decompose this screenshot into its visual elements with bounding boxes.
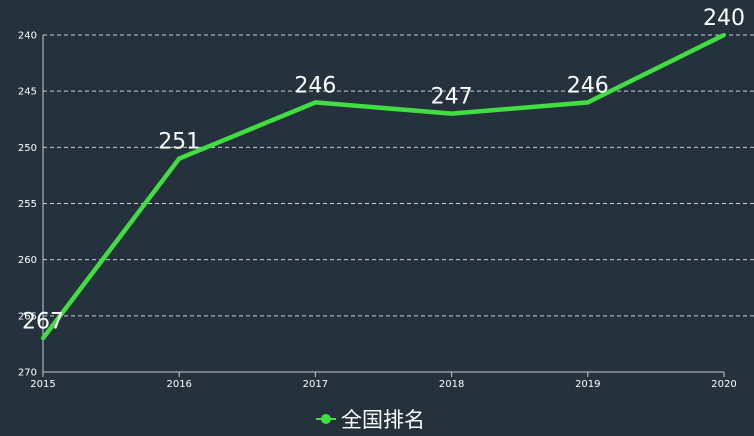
series-line-0[interactable] bbox=[41, 32, 725, 340]
data-label-2018: 247 bbox=[431, 85, 473, 110]
data-label-2020: 240 bbox=[703, 6, 745, 31]
data-label-layer: 267 251 246 247 246 240 bbox=[22, 6, 745, 334]
y-tick-label-260: 260 bbox=[18, 255, 37, 266]
series-layer bbox=[41, 32, 726, 341]
x-tick-label-2019: 2019 bbox=[575, 379, 600, 390]
x-tick-label-2020: 2020 bbox=[711, 379, 736, 390]
x-tick-label-2018: 2018 bbox=[439, 379, 464, 390]
x-tick-label-2015: 2015 bbox=[30, 379, 55, 390]
legend-label: 全国排名 bbox=[341, 408, 425, 432]
data-label-2016: 251 bbox=[158, 130, 200, 155]
y-tick-label-255: 255 bbox=[18, 199, 37, 210]
data-point-2020[interactable] bbox=[722, 33, 726, 37]
data-label-2015: 267 bbox=[22, 309, 64, 334]
y-tick-label-270: 270 bbox=[18, 368, 37, 379]
grid-layer bbox=[43, 34, 754, 317]
y-tick-label-245: 245 bbox=[18, 87, 37, 98]
y-tick-label-240: 240 bbox=[18, 31, 37, 42]
x-tick-label-2016: 2016 bbox=[166, 379, 191, 390]
data-point-2016[interactable] bbox=[177, 156, 182, 161]
data-point-2019[interactable] bbox=[585, 100, 590, 105]
legend-item-0[interactable]: 全国排名 bbox=[316, 408, 425, 432]
data-point-2018[interactable] bbox=[449, 111, 454, 116]
data-point-2015[interactable] bbox=[41, 336, 45, 341]
y-tick-label-250: 250 bbox=[18, 143, 37, 154]
legend-marker-icon bbox=[321, 414, 331, 424]
data-label-2019: 246 bbox=[567, 73, 609, 98]
y-tick-label-265: 265 bbox=[18, 311, 37, 322]
x-tick-label-2017: 2017 bbox=[303, 379, 328, 390]
data-point-2017[interactable] bbox=[313, 100, 318, 105]
legend[interactable]: 全国排名 bbox=[316, 408, 425, 432]
data-label-2017: 246 bbox=[294, 73, 336, 98]
